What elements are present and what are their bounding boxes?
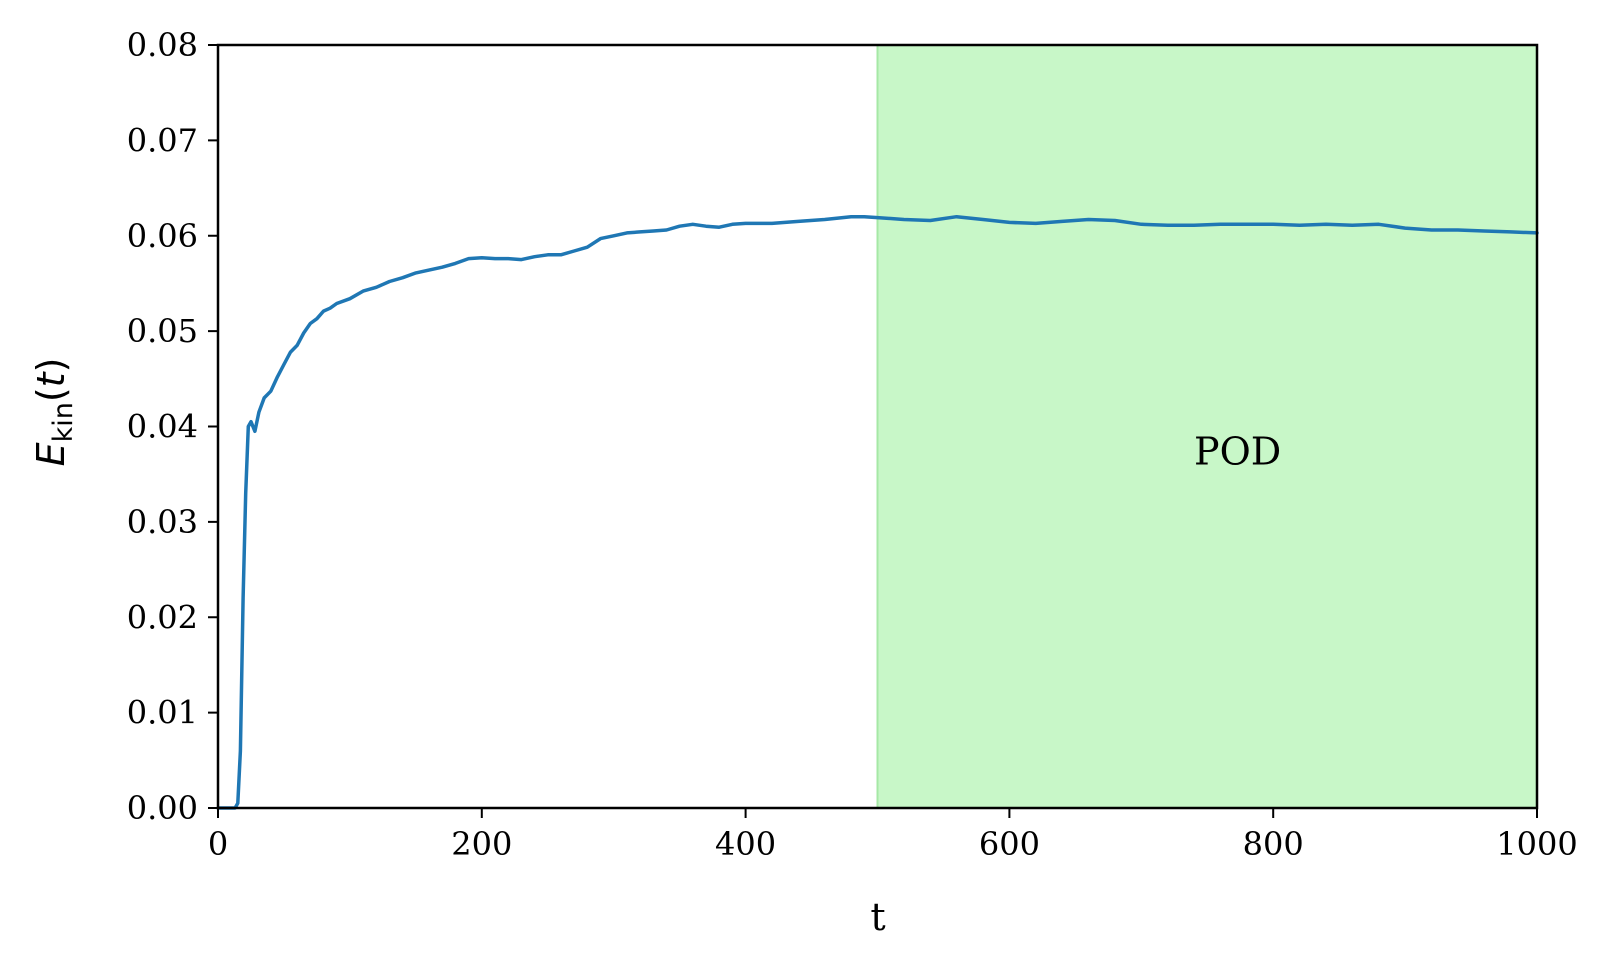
y-tick-label: 0.01 <box>127 694 198 732</box>
x-tick-label: 1000 <box>1496 825 1577 863</box>
y-tick-label: 0.03 <box>127 503 198 541</box>
series-line-0 <box>216 214 1539 810</box>
x-tick-label: 400 <box>715 825 776 863</box>
y-tick-label: 0.05 <box>127 312 198 350</box>
x-tick-label: 200 <box>451 825 512 863</box>
y-tick-label: 0.04 <box>127 408 198 446</box>
x-tick-label: 600 <box>979 825 1040 863</box>
y-tick-label: 0.06 <box>127 217 198 255</box>
x-tick-label: 0 <box>208 825 228 863</box>
y-axis-title: Ekin(t) <box>29 358 79 467</box>
x-axis-title: t <box>870 895 885 939</box>
shaded-region-label: POD <box>1194 430 1281 474</box>
y-tick-label: 0.00 <box>127 789 198 827</box>
x-tick-label: 800 <box>1243 825 1304 863</box>
shaded-region <box>877 45 1537 808</box>
y-tick-label: 0.08 <box>127 26 198 64</box>
y-tick-label: 0.02 <box>127 598 198 636</box>
y-tick-label: 0.07 <box>127 121 198 159</box>
